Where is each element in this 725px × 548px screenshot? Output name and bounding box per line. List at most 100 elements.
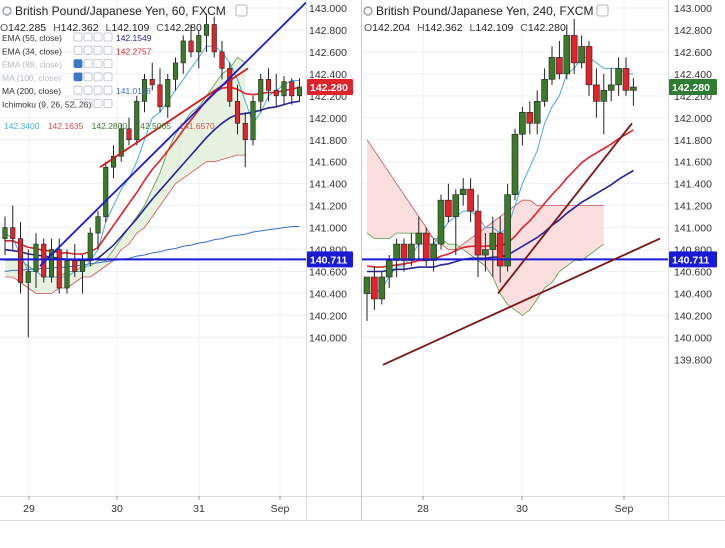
indicator-legend-row[interactable]: EMA (89, close) bbox=[2, 59, 113, 70]
candle[interactable] bbox=[110, 145, 117, 179]
candle[interactable] bbox=[95, 211, 101, 250]
candle[interactable] bbox=[258, 73, 264, 113]
settings-icon[interactable] bbox=[83, 85, 93, 95]
candle[interactable] bbox=[474, 194, 482, 278]
candle[interactable] bbox=[459, 178, 467, 206]
candle[interactable] bbox=[400, 238, 408, 272]
candle[interactable] bbox=[378, 271, 386, 305]
candle[interactable] bbox=[593, 68, 600, 118]
candle[interactable] bbox=[430, 238, 437, 272]
candle[interactable] bbox=[570, 18, 578, 74]
indicator-legend-row[interactable]: EMA (55, close) 142.1549 bbox=[2, 32, 152, 43]
candle[interactable] bbox=[33, 233, 39, 288]
candle[interactable] bbox=[188, 24, 194, 58]
candle[interactable] bbox=[180, 35, 186, 74]
price-axes[interactable]: 143.000142.800142.600142.400142.200142.0… bbox=[307, 3, 717, 366]
candle[interactable] bbox=[496, 216, 504, 283]
candle[interactable] bbox=[445, 183, 452, 223]
candle[interactable] bbox=[25, 249, 31, 338]
candle[interactable] bbox=[64, 249, 70, 294]
settings-icon[interactable] bbox=[83, 99, 93, 108]
settings-icon[interactable] bbox=[596, 4, 609, 17]
candle[interactable] bbox=[265, 68, 272, 102]
candle[interactable] bbox=[541, 68, 548, 107]
candle[interactable] bbox=[134, 95, 140, 146]
candle[interactable] bbox=[196, 29, 202, 69]
candle[interactable] bbox=[600, 73, 608, 135]
candle[interactable] bbox=[227, 62, 233, 107]
delete-icon[interactable] bbox=[103, 45, 113, 55]
eye-hidden-icon[interactable] bbox=[73, 72, 83, 82]
candle[interactable] bbox=[363, 276, 371, 321]
candle[interactable] bbox=[17, 222, 24, 294]
source-icon[interactable] bbox=[93, 45, 103, 55]
trendline[interactable] bbox=[39, 1, 307, 267]
candle[interactable] bbox=[289, 78, 295, 105]
indicator-legend-row[interactable]: MA (100, close) bbox=[2, 72, 113, 83]
time-axes[interactable]: 29 30 31 Sep 28 30 Sep bbox=[23, 496, 633, 515]
candle[interactable] bbox=[165, 73, 171, 118]
candle[interactable] bbox=[607, 68, 615, 102]
settings-icon[interactable] bbox=[83, 72, 93, 82]
collapse-icon[interactable] bbox=[2, 6, 12, 16]
candle[interactable] bbox=[2, 216, 8, 256]
candle[interactable] bbox=[563, 24, 571, 80]
candle[interactable] bbox=[118, 123, 124, 162]
candle[interactable] bbox=[504, 183, 511, 272]
candle[interactable] bbox=[371, 266, 378, 310]
candle[interactable] bbox=[526, 101, 534, 135]
source-icon[interactable] bbox=[93, 32, 103, 42]
source-icon[interactable] bbox=[93, 85, 103, 95]
candle[interactable] bbox=[79, 255, 86, 294]
candle[interactable] bbox=[103, 161, 109, 223]
candle[interactable] bbox=[548, 46, 556, 85]
candle[interactable] bbox=[482, 233, 489, 272]
source-icon[interactable] bbox=[93, 99, 103, 108]
candle[interactable] bbox=[172, 57, 179, 91]
candle[interactable] bbox=[556, 40, 563, 80]
candle[interactable] bbox=[393, 238, 400, 278]
indicator-legend-row[interactable]: Ichimoku (9, 26, 52, 26) bbox=[2, 99, 113, 110]
candle[interactable] bbox=[630, 78, 637, 106]
trendline[interactable] bbox=[382, 237, 661, 366]
delete-icon[interactable] bbox=[103, 99, 113, 108]
source-icon[interactable] bbox=[93, 72, 103, 82]
eye-icon[interactable] bbox=[73, 32, 83, 42]
candle[interactable] bbox=[141, 73, 148, 113]
settings-icon[interactable] bbox=[83, 45, 93, 55]
eye-hidden-icon[interactable] bbox=[73, 59, 83, 68]
left-chart-pane[interactable] bbox=[0, 0, 307, 496]
candle[interactable] bbox=[437, 194, 445, 250]
candle[interactable] bbox=[72, 244, 78, 278]
eye-icon[interactable] bbox=[73, 45, 83, 55]
candle[interactable] bbox=[149, 62, 155, 91]
candle[interactable] bbox=[281, 76, 287, 105]
settings-icon[interactable] bbox=[235, 4, 248, 17]
candle[interactable] bbox=[452, 189, 460, 256]
settings-icon[interactable] bbox=[83, 59, 93, 68]
candle[interactable] bbox=[519, 106, 526, 146]
candle[interactable] bbox=[250, 95, 256, 146]
settings-icon[interactable] bbox=[83, 32, 93, 42]
candle[interactable] bbox=[273, 73, 279, 107]
candle[interactable] bbox=[511, 128, 519, 201]
collapse-icon[interactable] bbox=[363, 6, 373, 16]
candle[interactable] bbox=[467, 178, 474, 223]
candle[interactable] bbox=[211, 16, 217, 58]
candle[interactable] bbox=[578, 35, 585, 69]
candle[interactable] bbox=[489, 216, 497, 278]
delete-icon[interactable] bbox=[103, 59, 113, 68]
candle[interactable] bbox=[585, 40, 593, 96]
candle[interactable] bbox=[408, 233, 415, 267]
trendline[interactable] bbox=[497, 122, 633, 295]
eye-icon[interactable] bbox=[73, 85, 83, 95]
candle[interactable] bbox=[415, 216, 423, 261]
candle[interactable] bbox=[157, 68, 163, 113]
candle[interactable] bbox=[622, 57, 630, 96]
candle[interactable] bbox=[234, 84, 241, 135]
candle[interactable] bbox=[10, 205, 16, 250]
candle[interactable] bbox=[126, 117, 132, 146]
delete-icon[interactable] bbox=[103, 72, 113, 82]
candle[interactable] bbox=[615, 57, 622, 96]
candle[interactable] bbox=[48, 238, 55, 283]
